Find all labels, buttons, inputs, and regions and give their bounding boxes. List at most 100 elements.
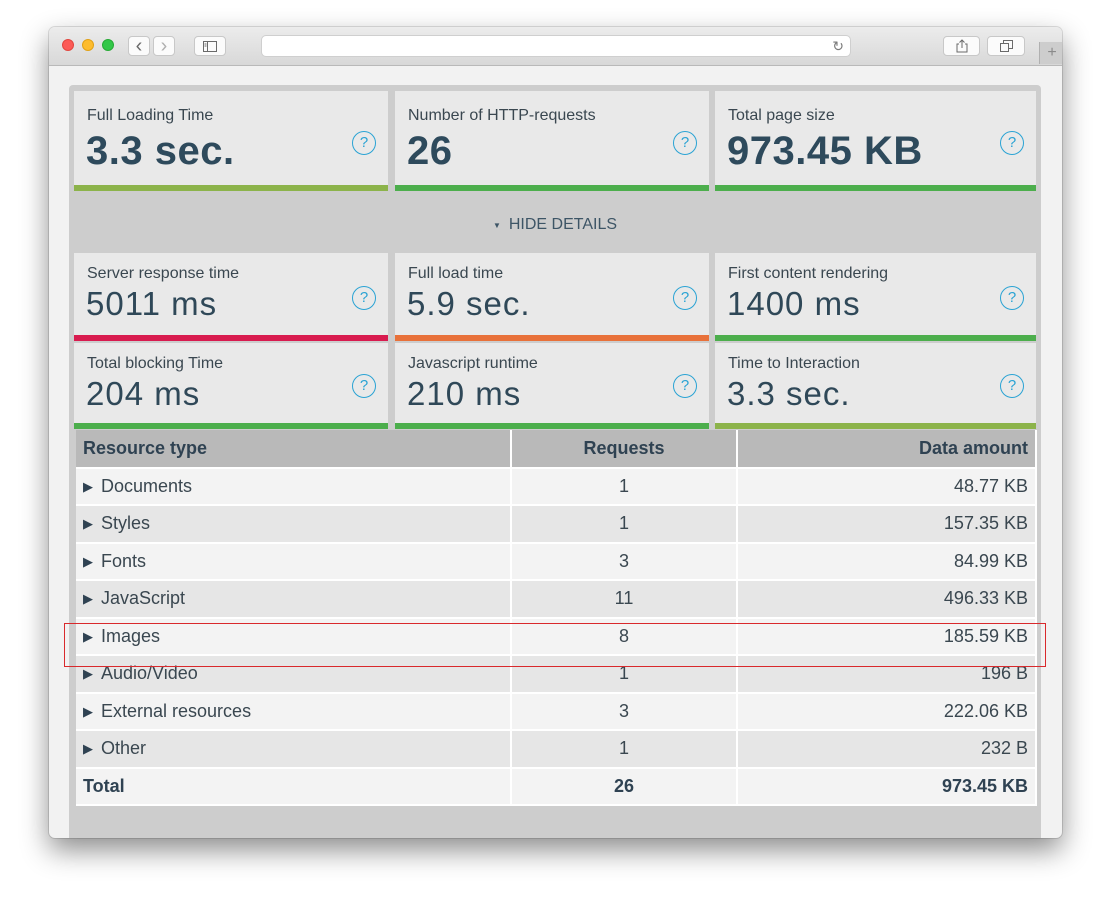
requests-cell: 11 <box>511 580 738 619</box>
status-bar <box>74 423 388 429</box>
status-bar <box>715 185 1036 191</box>
requests-cell: 1 <box>511 505 738 544</box>
data-amount-cell: 48.77 KB <box>737 467 1037 506</box>
metric-card-time-to-interaction: Time to Interaction 3.3 sec. ? <box>715 343 1036 429</box>
card-value: 210 ms <box>407 375 522 412</box>
card-label: Server response time <box>87 265 240 282</box>
card-label: Number of HTTP-requests <box>408 107 596 124</box>
summary-card-page-size: Total page size 973.45 KB ? <box>715 91 1036 191</box>
resource-type-cell: Styles <box>101 513 151 534</box>
card-label: Total blocking Time <box>87 355 224 372</box>
zoom-window-button[interactable] <box>102 39 114 51</box>
summary-card-http-requests: Number of HTTP-requests 26 ? <box>395 91 709 191</box>
resource-type-cell: External resources <box>101 700 252 721</box>
data-amount-cell: 232 B <box>737 730 1037 769</box>
data-amount-cell: 496.33 KB <box>737 580 1037 619</box>
help-icon[interactable]: ? <box>352 374 376 398</box>
card-value: 3.3 sec. <box>86 129 235 173</box>
summary-card-loading-time: Full Loading Time 3.3 sec. ? <box>74 91 388 191</box>
metric-card-total-blocking-time: Total blocking Time 204 ms ? <box>74 343 388 429</box>
expand-icon[interactable]: ▶ <box>83 591 93 607</box>
table-row[interactable]: ▶ Other 1 232 B <box>76 730 1037 769</box>
card-label: Time to Interaction <box>728 355 860 372</box>
resource-type-cell: Audio/Video <box>101 663 198 684</box>
resource-type-cell: JavaScript <box>101 588 186 609</box>
share-button[interactable] <box>943 36 980 56</box>
status-bar <box>74 335 388 341</box>
total-data-amount: 973.45 KB <box>737 767 1037 806</box>
hide-details-button[interactable]: ▼ HIDE DETAILS <box>69 205 1041 245</box>
reload-icon[interactable]: ↻ <box>832 38 844 54</box>
requests-cell: 3 <box>511 542 738 581</box>
card-value: 973.45 KB <box>727 129 923 173</box>
chevron-right-icon: › <box>160 35 168 57</box>
data-amount-cell: 185.59 KB <box>737 617 1037 656</box>
table-row-images[interactable]: ▶ Images 8 185.59 KB <box>76 617 1037 656</box>
resource-type-cell: Documents <box>101 475 193 496</box>
sidebar-button[interactable] <box>194 36 226 56</box>
card-label: Javascript runtime <box>408 355 538 372</box>
table-row[interactable]: ▶ External resources 3 222.06 KB <box>76 692 1037 731</box>
card-value: 5011 ms <box>86 285 218 322</box>
chevron-left-icon: ‹ <box>135 35 143 57</box>
data-amount-cell: 84.99 KB <box>737 542 1037 581</box>
browser-toolbar: ‹ › ↻ <box>49 27 1062 66</box>
sidebar-icon <box>203 40 217 52</box>
tabs-icon <box>999 40 1013 52</box>
expand-icon[interactable]: ▶ <box>83 478 93 494</box>
card-label: First content rendering <box>728 265 889 282</box>
status-bar <box>395 335 709 341</box>
minimize-window-button[interactable] <box>82 39 94 51</box>
page-content: Full Loading Time 3.3 sec. ? Number of H… <box>69 85 1041 838</box>
close-window-button[interactable] <box>62 39 74 51</box>
card-value: 26 <box>407 129 453 173</box>
status-bar <box>715 423 1036 429</box>
new-tab-button[interactable]: + <box>1039 42 1062 64</box>
help-icon[interactable]: ? <box>352 131 376 155</box>
expand-icon[interactable]: ▶ <box>83 703 93 719</box>
help-icon[interactable]: ? <box>1000 374 1024 398</box>
expand-icon[interactable]: ▶ <box>83 628 93 644</box>
card-label: Total page size <box>728 107 835 124</box>
expand-icon[interactable]: ▶ <box>83 741 93 757</box>
column-header-resource-type[interactable]: Resource type <box>76 430 512 469</box>
table-row[interactable]: ▶ Fonts 3 84.99 KB <box>76 542 1037 581</box>
table-row[interactable]: ▶ Documents 1 48.77 KB <box>76 467 1037 506</box>
card-value: 3.3 sec. <box>727 375 851 412</box>
back-button[interactable]: ‹ <box>128 36 150 56</box>
card-value: 1400 ms <box>727 285 861 322</box>
help-icon[interactable]: ? <box>673 286 697 310</box>
metric-card-full-load-time: Full load time 5.9 sec. ? <box>395 253 709 341</box>
address-bar[interactable]: ↻ <box>261 35 851 57</box>
hide-details-label: HIDE DETAILS <box>508 216 618 233</box>
data-amount-cell: 157.35 KB <box>737 505 1037 544</box>
expand-icon[interactable]: ▶ <box>83 516 93 532</box>
table-row[interactable]: ▶ Styles 1 157.35 KB <box>76 505 1037 544</box>
browser-window: ‹ › ↻ <box>49 27 1062 838</box>
help-icon[interactable]: ? <box>673 374 697 398</box>
forward-button[interactable]: › <box>153 36 175 56</box>
requests-cell: 1 <box>511 467 738 506</box>
status-bar <box>715 335 1036 341</box>
card-label: Full load time <box>408 265 504 282</box>
resource-table: Resource type Requests Data amount ▶ Docu… <box>76 430 1037 806</box>
help-icon[interactable]: ? <box>1000 131 1024 155</box>
help-icon[interactable]: ? <box>673 131 697 155</box>
expand-icon[interactable]: ▶ <box>83 666 93 682</box>
status-bar <box>74 185 388 191</box>
table-row[interactable]: ▶ Audio/Video 1 196 B <box>76 655 1037 694</box>
column-header-requests[interactable]: Requests <box>511 430 738 469</box>
help-icon[interactable]: ? <box>352 286 376 310</box>
expand-icon[interactable]: ▶ <box>83 553 93 569</box>
metric-card-javascript-runtime: Javascript runtime 210 ms ? <box>395 343 709 429</box>
requests-cell: 1 <box>511 655 738 694</box>
table-total-row: Total 26 973.45 KB <box>76 767 1037 806</box>
card-label: Full Loading Time <box>87 107 214 124</box>
table-row[interactable]: ▶ JavaScript 11 496.33 KB <box>76 580 1037 619</box>
share-icon <box>956 39 967 53</box>
column-header-data-amount[interactable]: Data amount <box>737 430 1037 469</box>
data-amount-cell: 222.06 KB <box>737 692 1037 731</box>
help-icon[interactable]: ? <box>1000 286 1024 310</box>
card-value: 5.9 sec. <box>407 285 531 322</box>
tabs-overview-button[interactable] <box>987 36 1025 56</box>
